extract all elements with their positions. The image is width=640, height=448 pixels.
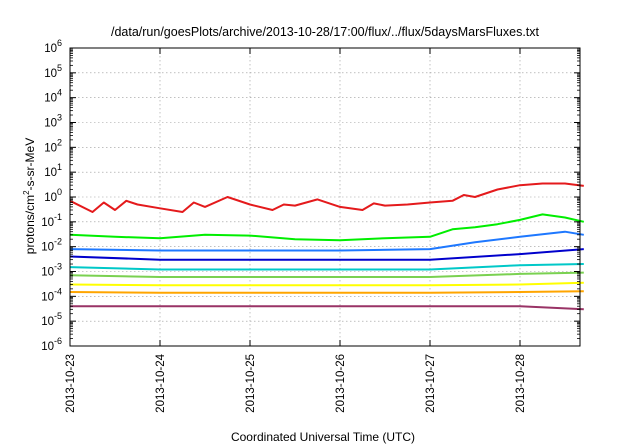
- series-line-6: [69, 271, 584, 278]
- x-axis-ticks: 2013-10-23 2013-10-24 2013-10-25 2013-10-26…: [65, 48, 527, 413]
- chart-title: /data/run/goesPlots/archive/2013-10-28/1…: [111, 25, 540, 39]
- y-tick-label: 10-5: [41, 311, 62, 328]
- series-line-4: [69, 248, 584, 261]
- y-tick-label: 102: [44, 137, 62, 154]
- y-axis-label-rest: -s-sr-MeV: [23, 138, 37, 191]
- series-line-5: [69, 263, 584, 271]
- y-tick-label: 105: [44, 63, 62, 80]
- y-tick-label: 10-6: [41, 336, 62, 353]
- y-tick-label: 10-2: [41, 237, 62, 254]
- y-axis-label-superscript: 2: [22, 190, 31, 195]
- y-tick-label: 10-3: [41, 262, 62, 279]
- series-line-1: [69, 182, 584, 213]
- x-tick-label: 2013-10-28: [515, 354, 527, 413]
- series-line-3: [69, 230, 584, 252]
- y-tick-label: 106: [44, 38, 62, 55]
- y-tick-label: 100: [44, 187, 62, 204]
- y-axis-label: protons/cm2-s-sr-MeV: [22, 138, 37, 254]
- x-axis-label: Coordinated Universal Time (UTC): [231, 430, 415, 444]
- series-line-9: [70, 305, 584, 311]
- series-layer: [69, 182, 585, 311]
- y-axis-label-main: protons/cm: [23, 195, 37, 254]
- x-tick-label: 2013-10-27: [425, 354, 437, 413]
- x-tick-label: 2013-10-23: [65, 354, 77, 413]
- y-tick-label: 104: [44, 88, 62, 105]
- grid-lines: [70, 47, 580, 347]
- series-line-2: [69, 213, 585, 242]
- y-tick-label: 103: [44, 113, 62, 130]
- series-line-8: [69, 290, 584, 294]
- x-tick-label: 2013-10-25: [245, 354, 257, 413]
- series-line-7: [69, 281, 584, 287]
- y-tick-label: 101: [44, 162, 62, 179]
- y-axis-ticks: 10-6 10-5 10-4 10-3 10-2 10-1 100 101 102 103 104 1…: [41, 38, 580, 353]
- x-tick-label: 2013-10-26: [335, 354, 347, 413]
- y-tick-label: 10-1: [41, 212, 62, 229]
- y-tick-label: 10-4: [41, 286, 62, 303]
- x-tick-label: 2013-10-24: [155, 353, 167, 412]
